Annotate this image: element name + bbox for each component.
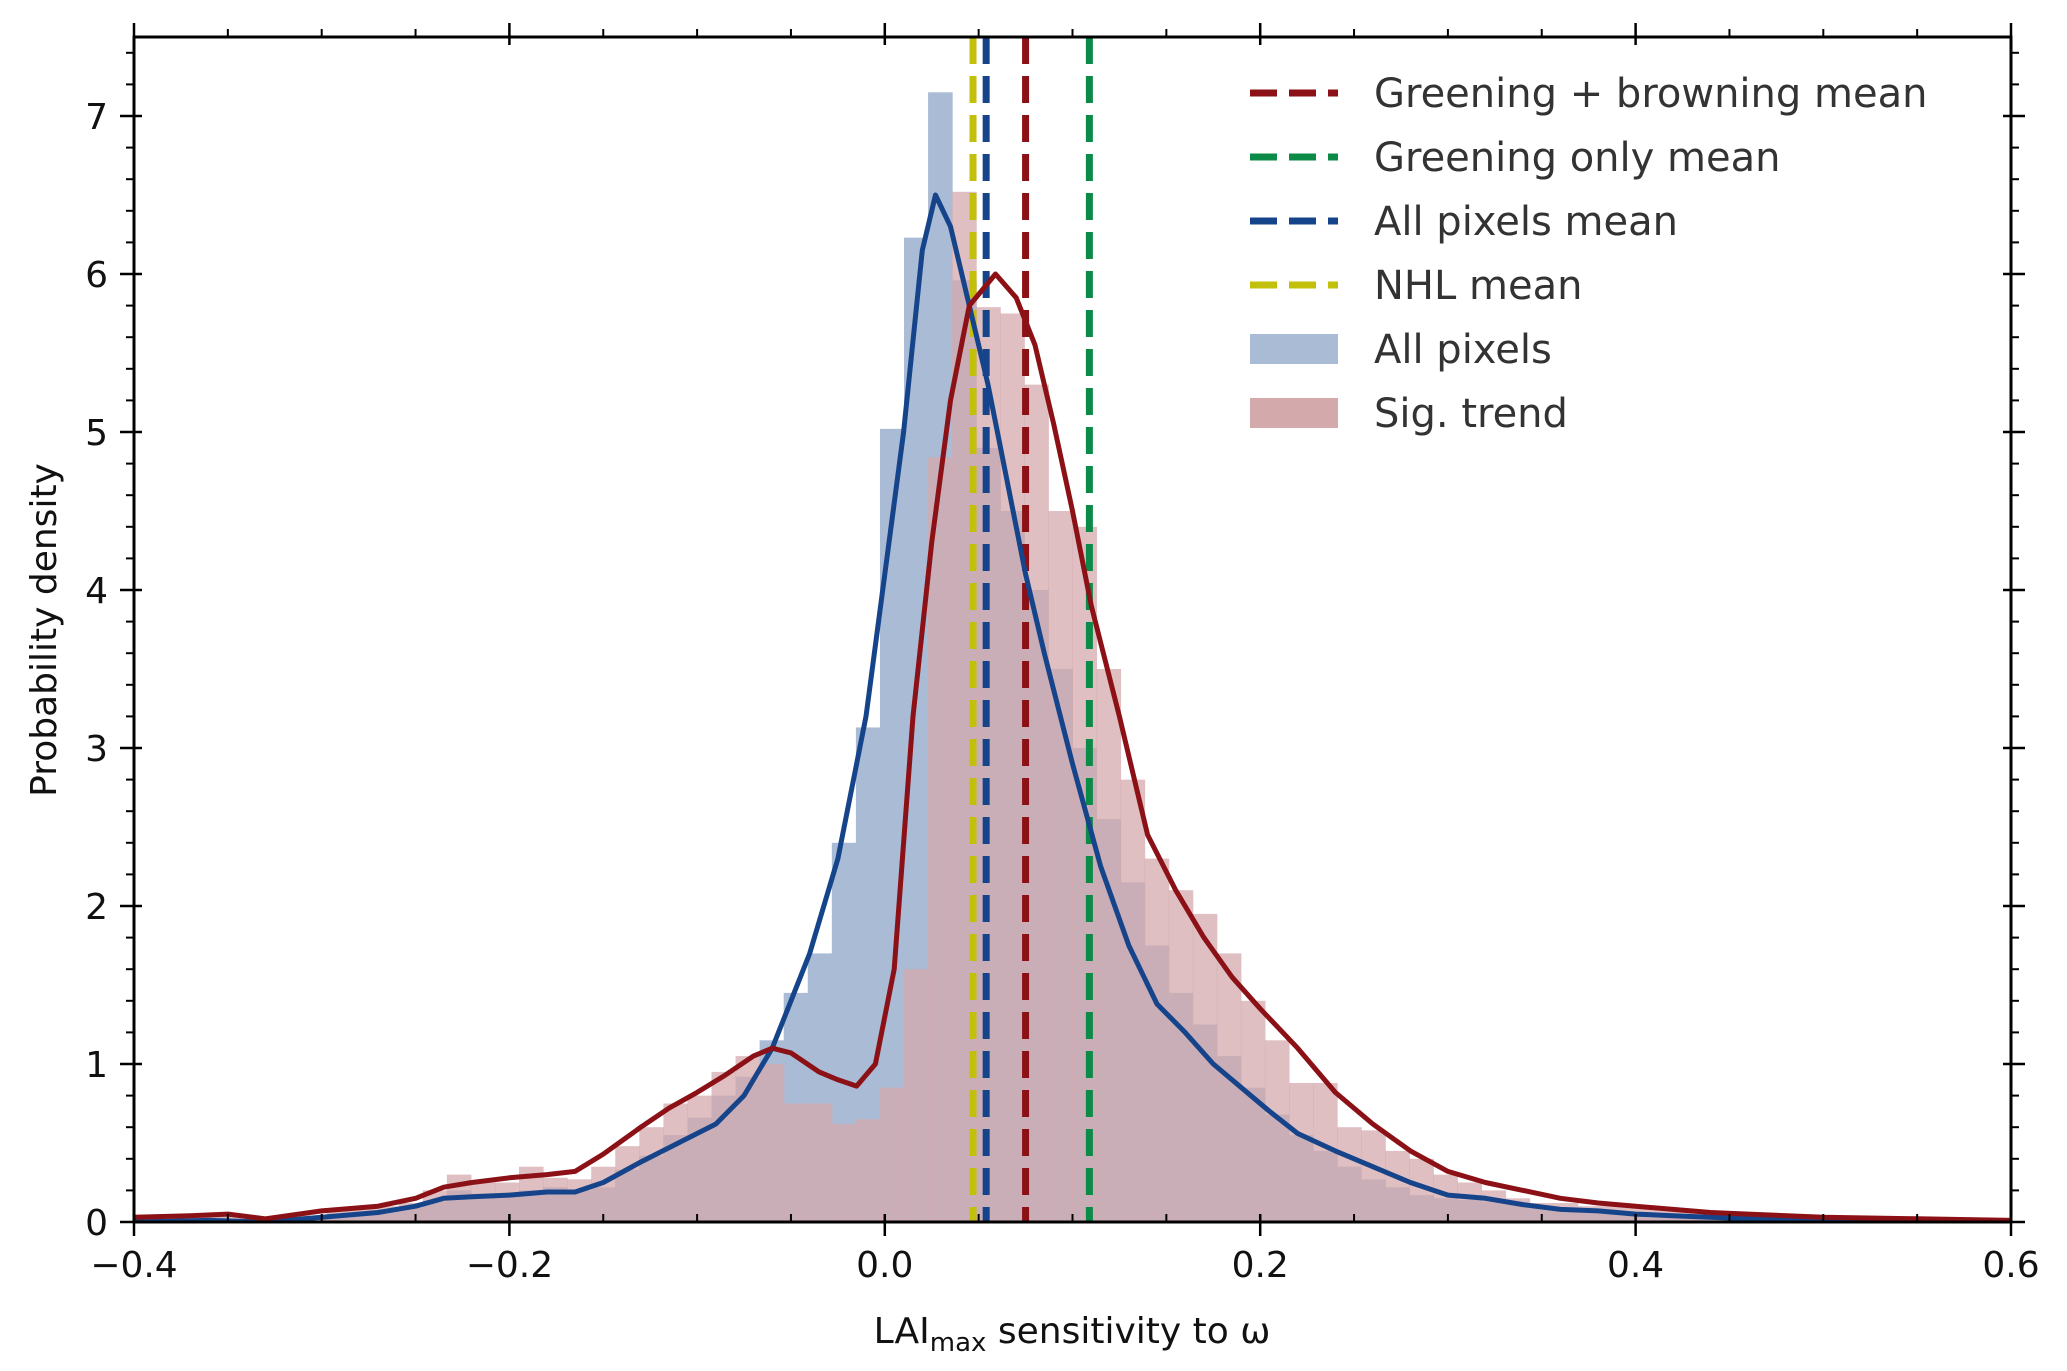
y-tick-label: 2	[85, 887, 108, 928]
histogram-bar	[879, 1087, 905, 1222]
legend-item: Greening only mean	[1250, 135, 1780, 181]
histogram-bar	[1000, 313, 1025, 1222]
legend-swatch-patch	[1250, 334, 1338, 364]
y-tick-label: 4	[85, 571, 108, 612]
histogram-bar	[928, 457, 953, 1222]
histogram-bar	[1240, 1000, 1266, 1222]
histogram-bar	[1433, 1174, 1458, 1222]
histogram-bar	[783, 1103, 809, 1222]
density-curve-sig-trend-kde	[134, 271, 2011, 1222]
histogram-bar	[543, 1177, 568, 1222]
histogram-bar	[1072, 526, 1098, 1222]
legend-label: Sig. trend	[1374, 391, 1568, 437]
legend-label: All pixels	[1374, 327, 1552, 373]
y-tick-label: 0	[85, 1203, 108, 1244]
histogram-bar	[1168, 890, 1194, 1222]
histogram-bar	[687, 1095, 713, 1222]
x-tick-label: 0.4	[1607, 1245, 1664, 1286]
histogram-bar	[759, 1064, 785, 1222]
legend-item: Sig. trend	[1250, 391, 1568, 437]
x-axis-title: LAImax sensitivity to ω	[874, 1311, 1271, 1358]
histogram-bar	[1120, 779, 1146, 1222]
legend-label: All pixels mean	[1374, 199, 1678, 245]
histogram-bar	[1553, 1203, 1579, 1222]
legend: Greening + browning mean Greening only me…	[1250, 71, 1927, 437]
histogram-bar	[1289, 1082, 1314, 1222]
y-tick-label: 3	[85, 729, 108, 770]
y-tick-label: 1	[85, 1045, 108, 1086]
histogram-bar	[711, 1071, 737, 1222]
legend-swatch-patch	[1250, 398, 1338, 428]
histogram-bar	[1144, 858, 1170, 1222]
legend-label: Greening + browning mean	[1374, 71, 1927, 117]
x-tick-label: 0.0	[856, 1245, 913, 1286]
x-tick-label: −0.2	[466, 1245, 553, 1286]
histogram-bar	[639, 1127, 664, 1222]
histogram-bar	[1337, 1127, 1362, 1222]
histogram-bar	[494, 1182, 520, 1222]
histogram-bar	[1216, 953, 1242, 1222]
histogram-bar	[735, 1056, 761, 1222]
histogram-bar	[1481, 1190, 1507, 1222]
legend-item: NHL mean	[1250, 263, 1582, 309]
x-tick-label: −0.4	[90, 1245, 177, 1286]
histogram-bar	[663, 1103, 688, 1222]
histogram-bar	[1457, 1182, 1483, 1222]
histogram-bar	[904, 969, 929, 1222]
y-tick-label: 5	[85, 413, 108, 454]
mean-lines-layer	[969, 37, 1093, 1222]
histogram-bar	[1361, 1130, 1386, 1222]
legend-item: Greening + browning mean	[1250, 71, 1927, 117]
histogram-bar	[807, 1103, 833, 1222]
ticks: −0.4 −0.2 0.0 0.2 0.4 0.6 0 1 2 3 4 5 6 7	[85, 23, 2040, 1286]
legend-item: All pixels	[1250, 327, 1552, 373]
x-axis-title-rest: sensitivity to ω	[986, 1311, 1270, 1352]
y-tick-label: 6	[85, 255, 108, 296]
y-axis-title: Probability density	[24, 463, 65, 797]
legend-label: Greening only mean	[1374, 135, 1780, 181]
histogram-bar	[615, 1146, 640, 1222]
histogram-sig-trend	[134, 191, 2011, 1222]
density-curve-all-pixels-kde	[134, 192, 2011, 1222]
legend-item: All pixels mean	[1250, 199, 1678, 245]
histogram-bar	[1096, 669, 1122, 1222]
histogram-bar	[855, 1119, 881, 1222]
x-axis-title-main: LAI	[874, 1311, 930, 1352]
x-tick-label: 0.6	[1982, 1245, 2039, 1286]
x-axis-title-subscript: max	[930, 1328, 987, 1358]
histogram-bar	[831, 1124, 857, 1222]
histogram-bar	[1264, 1040, 1290, 1222]
histogram-bar	[1192, 913, 1218, 1222]
histogram-bar	[1048, 511, 1073, 1222]
x-tick-label: 0.2	[1232, 1245, 1289, 1286]
histogram-bar	[1385, 1150, 1410, 1222]
legend-label: NHL mean	[1374, 263, 1582, 309]
histogram-bar	[470, 1182, 496, 1222]
density-curves-layer	[134, 192, 2011, 1222]
y-tick-label: 7	[85, 97, 108, 138]
histogram-layer	[134, 92, 2011, 1222]
